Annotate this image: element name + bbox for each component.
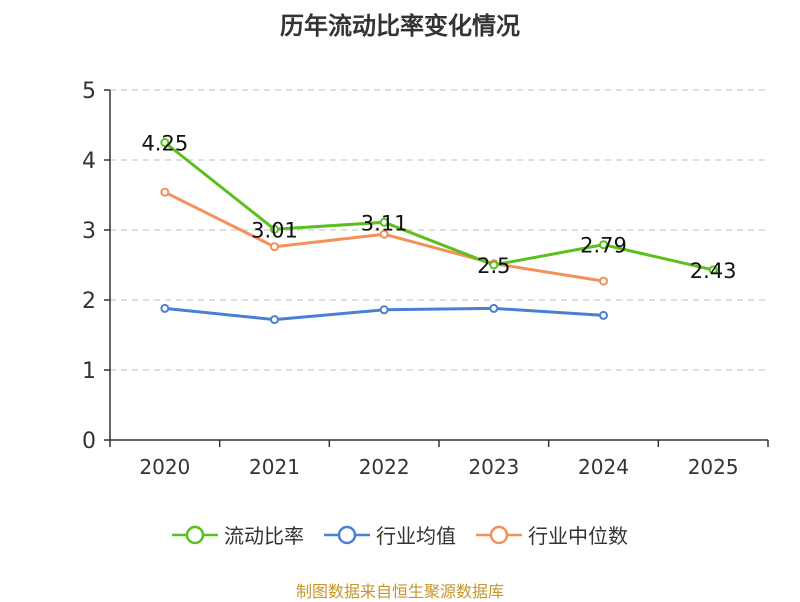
chart-title: 历年流动比率变化情况 xyxy=(280,12,520,40)
data-label-current-ratio: 2.5 xyxy=(477,254,510,278)
axis-layer: 0 1 2 3 4 5 2020 2021 2022 2023 2024 2025 xyxy=(82,79,769,479)
data-label-current-ratio: 2.79 xyxy=(580,234,627,258)
data-point-industry-mean[interactable] xyxy=(160,303,170,313)
y-tick-label: 1 xyxy=(82,359,96,384)
data-point-current-ratio[interactable] xyxy=(160,138,170,147)
y-tick-label: 5 xyxy=(82,79,96,104)
x-tick-label: 2025 xyxy=(688,455,739,479)
legend-label-industry-median: 行业中位数 xyxy=(528,524,628,548)
x-tick-label: 2020 xyxy=(139,455,190,479)
x-tick-label: 2021 xyxy=(249,455,300,479)
x-tick-label: 2023 xyxy=(468,455,519,479)
data-point-industry-mean[interactable] xyxy=(270,315,279,325)
series-layer xyxy=(160,138,718,325)
legend-label-industry-mean: 行业均值 xyxy=(376,524,456,548)
legend-current-ratio-icon xyxy=(172,525,218,544)
data-label-current-ratio: 4.25 xyxy=(141,132,188,156)
y-tick-label: 4 xyxy=(82,149,96,174)
data-point-industry-mean[interactable] xyxy=(599,310,608,320)
legend: 流动比率 行业均值 行业中位数 xyxy=(0,520,800,549)
data-point-industry-median[interactable] xyxy=(160,187,170,197)
grid-layer xyxy=(110,89,768,371)
data-label-current-ratio: 2.43 xyxy=(690,259,737,283)
data-point-industry-mean[interactable] xyxy=(379,305,389,315)
data-point-current-ratio[interactable] xyxy=(599,240,608,250)
legend-industry-mean-icon xyxy=(324,525,370,544)
legend-item-industry-median[interactable]: 行业中位数 xyxy=(476,520,628,549)
data-point-current-ratio[interactable] xyxy=(270,224,279,234)
data-point-industry-median[interactable] xyxy=(270,242,279,252)
source-note: 制图数据来自恒生聚源数据库 xyxy=(295,582,504,601)
data-label-current-ratio: 3.11 xyxy=(361,211,408,235)
y-tick-label: 2 xyxy=(82,289,96,314)
data-point-industry-mean[interactable] xyxy=(489,303,499,313)
data-point-current-ratio[interactable] xyxy=(379,217,389,227)
data-point-current-ratio[interactable] xyxy=(708,265,718,275)
legend-item-current-ratio[interactable]: 流动比率 xyxy=(172,520,304,549)
legend-industry-median-icon xyxy=(476,525,522,544)
legend-item-industry-mean[interactable]: 行业均值 xyxy=(324,520,456,549)
data-point-current-ratio[interactable] xyxy=(489,260,499,270)
data-point-industry-median[interactable] xyxy=(599,276,608,286)
data-label-current-ratio: 3.01 xyxy=(251,218,298,242)
data-label-layer: 4.25 3.01 3.11 2.5 2.79 2.43 xyxy=(141,132,736,283)
series-line-current-ratio xyxy=(163,141,715,272)
y-tick-label: 0 xyxy=(82,429,96,454)
x-tick-label: 2022 xyxy=(359,455,410,479)
data-point-industry-median[interactable] xyxy=(379,229,389,239)
y-tick-label: 3 xyxy=(82,219,96,244)
x-tick-label: 2024 xyxy=(578,455,629,479)
legend-label-current-ratio: 流动比率 xyxy=(224,524,304,548)
